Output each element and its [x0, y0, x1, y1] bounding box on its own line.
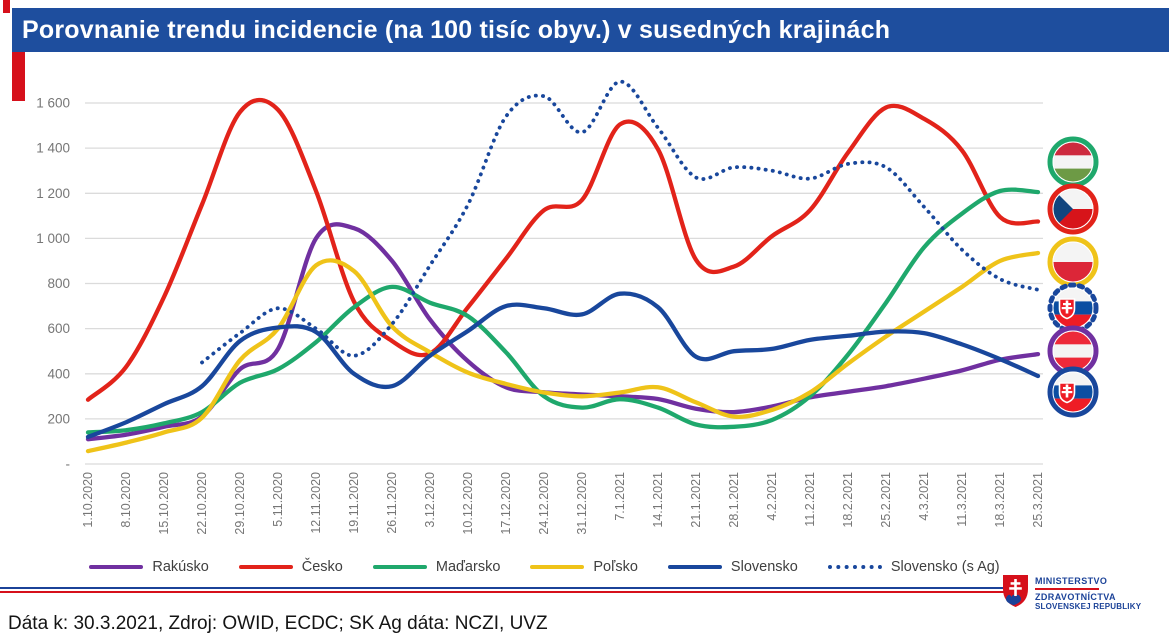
- slovensko-flag-icon: [1047, 366, 1099, 418]
- legend-item-austria: Rakúsko: [89, 559, 209, 575]
- series-line-slovensko-s-ag-: [200, 79, 1040, 365]
- legend-swatch-hungary: [372, 565, 427, 569]
- y-axis-tick-label: 200: [47, 411, 70, 426]
- x-axis-tick-label: 22.10.2020: [195, 472, 209, 535]
- legend-label: Česko: [301, 559, 343, 575]
- x-axis-tick-label: 15.10.2020: [157, 472, 171, 535]
- incidence-line-chart: 1 600 1 400 1 200 1 000 800 600 400 200 -1.10.20…: [36, 79, 1045, 535]
- ministry-line-1: MINISTERSTVO: [1035, 576, 1108, 586]
- legend-swatch-slovakia: [667, 565, 722, 569]
- series-line-slovensko: [85, 291, 1041, 440]
- ma-arsko-flag-icon: [1047, 136, 1099, 188]
- x-axis-tick-label: 4.2.2021: [765, 472, 779, 521]
- ministry-red-rule: [1035, 588, 1099, 590]
- legend-label: Slovensko: [730, 559, 798, 575]
- x-axis-tick-label: 18.3.2021: [993, 472, 1007, 528]
- x-axis-tick-label: 14.1.2021: [651, 472, 665, 528]
- legend-label: Slovensko (s Ag): [890, 559, 1000, 575]
- legend-label: Rakúsko: [152, 559, 209, 575]
- legend-label: Poľsko: [593, 559, 638, 575]
- data-source-note: Dáta k: 30.3.2021, Zdroj: OWID, ECDC; SK…: [8, 613, 548, 634]
- legend-swatch-austria: [89, 565, 144, 569]
- series-line-ma-arsko: [85, 187, 1041, 435]
- x-axis-tick-label: 25.3.2021: [1031, 472, 1045, 528]
- legend-item-slovakia-ag: Slovensko (s Ag): [827, 559, 1000, 575]
- x-axis-tick-label: 25.2.2021: [879, 472, 893, 528]
- flag-badge-cz: [1047, 183, 1099, 235]
- title-bar: Porovnanie trendu incidencie (na 100 tis…: [12, 8, 1169, 52]
- country-flags-column: [1047, 0, 1101, 640]
- y-axis-tick-label: 1 600: [36, 96, 70, 111]
- y-axis-tick-label: 800: [47, 276, 70, 291]
- x-axis-tick-label: 5.11.2020: [271, 472, 285, 527]
- x-axis-tick-label: 18.2.2021: [841, 472, 855, 528]
- flag-badge-sk: [1047, 366, 1099, 418]
- footer-divider-red: [0, 591, 1004, 593]
- ministry-logo: MINISTERSTVO ZDRAVOTNÍCTVA SLOVENSKEJ RE…: [1002, 574, 1141, 611]
- legend-item-hungary: Maďarsko: [372, 559, 501, 575]
- x-axis-tick-label: 31.12.2020: [575, 472, 589, 535]
- legend-label: Maďarsko: [435, 559, 501, 575]
- footer-divider-navy: [0, 587, 1004, 589]
- x-axis-tick-label: 19.11.2020: [347, 472, 361, 534]
- chart-legend: Rakúsko Česko Maďarsko Poľsko Slovensko …: [70, 556, 1019, 578]
- x-axis-tick-label: 24.12.2020: [537, 472, 551, 535]
- x-axis-tick-label: 4.3.2021: [917, 472, 931, 521]
- x-axis-tick-label: 3.12.2020: [423, 472, 437, 528]
- y-axis-tick-label: -: [66, 457, 71, 472]
- y-axis-tick-label: 400: [47, 366, 70, 381]
- po-sko-flag-icon: [1047, 236, 1099, 288]
- page-title: Porovnanie trendu incidencie (na 100 tis…: [22, 15, 891, 44]
- x-axis-tick-label: 21.1.2021: [689, 472, 703, 528]
- ministry-line-3: SLOVENSKEJ REPUBLIKY: [1035, 602, 1142, 611]
- slovak-coat-of-arms-icon: [1003, 575, 1028, 607]
- x-axis-tick-label: 12.11.2020: [309, 472, 323, 534]
- legend-item-poland: Poľsko: [530, 559, 638, 575]
- series-line--esko: [85, 97, 1041, 402]
- legend-swatch-czechia: [238, 565, 293, 569]
- x-axis-tick-label: 17.12.2020: [499, 472, 513, 535]
- x-axis-tick-label: 7.1.2021: [613, 472, 627, 521]
- y-axis-tick-label: 1 200: [36, 186, 70, 201]
- x-axis-tick-label: 28.1.2021: [727, 472, 741, 528]
- flag-badge-hu: [1047, 136, 1099, 188]
- x-axis-tick-label: 10.12.2020: [461, 472, 475, 535]
- top-left-red-accent: [3, 0, 10, 13]
- series-line-po-sko: [85, 250, 1041, 454]
- x-axis-tick-label: 29.10.2020: [233, 472, 247, 535]
- legend-item-czechia: Česko: [238, 559, 343, 575]
- legend-swatch-slovakia-ag: [827, 565, 882, 569]
- -esko-flag-icon: [1047, 183, 1099, 235]
- y-axis-tick-label: 1 400: [36, 141, 70, 156]
- x-axis-tick-label: 11.2.2021: [803, 472, 817, 527]
- x-axis-tick-label: 26.11.2020: [385, 472, 399, 534]
- ministry-text: MINISTERSTVO ZDRAVOTNÍCTVA SLOVENSKEJ RE…: [1035, 574, 1141, 611]
- y-axis-tick-label: 600: [47, 321, 70, 336]
- flag-badge-pl: [1047, 236, 1099, 288]
- ministry-line-2: ZDRAVOTNÍCTVA: [1035, 592, 1116, 602]
- y-axis-tick-label: 1 000: [36, 231, 70, 246]
- x-axis-tick-label: 1.10.2020: [81, 472, 95, 528]
- left-red-accent-bar: [12, 52, 25, 101]
- legend-item-slovakia: Slovensko: [667, 559, 798, 575]
- x-axis-tick-label: 11.3.2021: [955, 472, 969, 527]
- x-axis-tick-label: 8.10.2020: [119, 472, 133, 528]
- legend-swatch-poland: [530, 565, 585, 569]
